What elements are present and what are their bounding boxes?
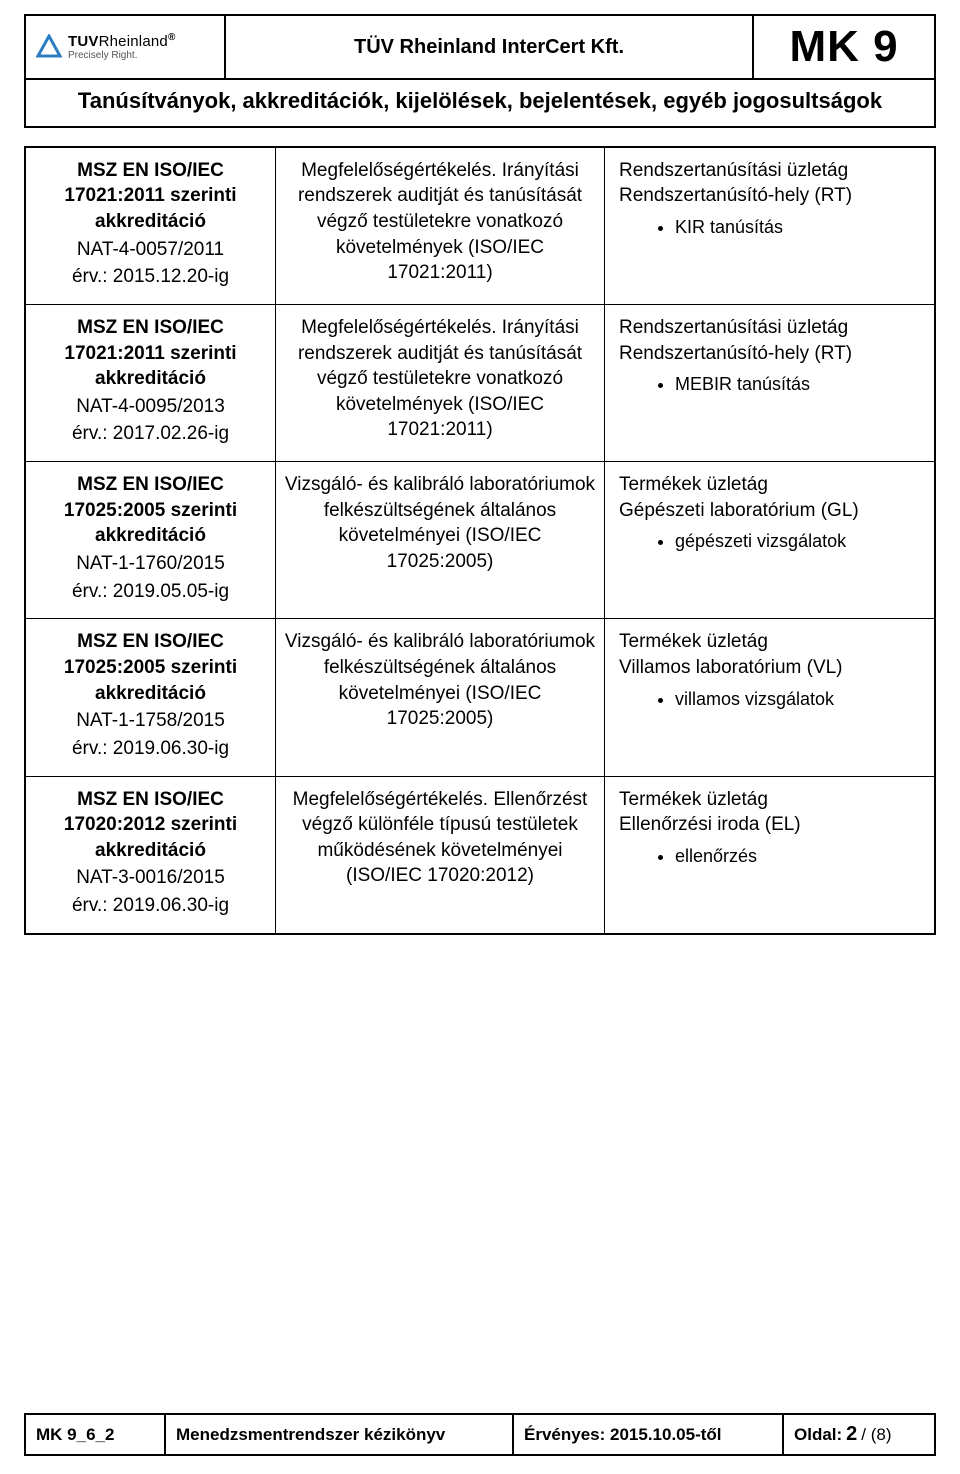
scope-bullet: KIR tanúsítás [675,215,926,239]
table-cell-left: MSZ EN ISO/IEC 17025:2005 szerinti akkredi… [26,619,276,776]
company-title: TÜV Rheinland InterCert Kft. [354,36,624,59]
scope-list: villamos vizsgálatok [619,687,926,711]
business-unit: Termékek üzletág [619,787,926,813]
scope-list: gépészeti vizsgálatok [619,529,926,553]
business-unit: Rendszertanúsítási üzletág [619,158,926,184]
accreditation-table: MSZ EN ISO/IEC 17021:2011 szerinti akkredi… [24,146,936,935]
footer-valid: Érvényes: 2015.10.05-től [514,1415,784,1454]
nat-code: NAT-1-1758/2015 [34,708,267,734]
page-current: 2 [846,1423,857,1446]
scope-list: ellenőrzés [619,844,926,868]
site: Rendszertanúsító-hely (RT) [619,341,926,367]
logo-tagline: Precisely Right. [68,51,176,61]
standard-line: MSZ EN ISO/IEC [77,160,224,181]
table-cell-left: MSZ EN ISO/IEC 17021:2011 szerinti akkredi… [26,148,276,305]
nat-code: NAT-4-0095/2013 [34,394,267,420]
table-cell-mid: Megfelelőségértékelés. Irányítási rendsz… [276,305,605,462]
page: TUVRheinland® Precisely Right. TÜV Rhein… [0,0,960,1474]
validity: érv.: 2019.06.30-ig [34,736,267,762]
table-cell-mid: Megfelelőségértékelés. Ellenőrzést végző… [276,777,605,933]
table-cell-right: Termékek üzletágGépészeti laboratórium (… [605,462,934,619]
site: Ellenőrzési iroda (EL) [619,812,926,838]
page-title: Tanúsítványok, akkreditációk, kijelölése… [24,80,936,128]
table-cell-right: Rendszertanúsítási üzletágRendszertanúsí… [605,305,934,462]
table-cell-mid: Vizsgáló- és kalibráló laboratóriumok fe… [276,619,605,776]
standard-line: 17025:2005 szerinti [64,500,237,521]
standard-line: akkreditáció [95,683,206,704]
table-cell-left: MSZ EN ISO/IEC 17025:2005 szerinti akkredi… [26,462,276,619]
site: Gépészeti laboratórium (GL) [619,498,926,524]
logo-cell: TUVRheinland® Precisely Right. [26,16,226,78]
logo-main: TUVRheinland® [68,33,176,49]
logo-text: TUVRheinland® Precisely Right. [68,33,176,61]
logo-rheinland: Rheinland [99,33,168,50]
standard-line: 17021:2011 szerinti [64,343,236,364]
standard-line: akkreditáció [95,368,206,389]
standard-line: MSZ EN ISO/IEC [77,789,224,810]
table-cell-right: Termékek üzletágEllenőrzési iroda (EL) el… [605,777,934,933]
business-unit: Termékek üzletág [619,472,926,498]
standard-line: 17020:2012 szerinti [64,814,237,835]
standard-line: akkreditáció [95,525,206,546]
site: Villamos laboratórium (VL) [619,655,926,681]
header-right: MK 9 [754,16,934,78]
scope-bullet: villamos vizsgálatok [675,687,926,711]
scope-bullet: ellenőrzés [675,844,926,868]
validity: érv.: 2019.05.05-ig [34,579,267,605]
footer-code: MK 9_6_2 [26,1415,166,1454]
table-cell-right: Termékek üzletágVillamos laboratórium (V… [605,619,934,776]
scope-bullet: MEBIR tanúsítás [675,372,926,396]
nat-code: NAT-1-1760/2015 [34,551,267,577]
standard-line: akkreditáció [95,211,206,232]
nat-code: NAT-3-0016/2015 [34,865,267,891]
page-total: / (8) [861,1425,891,1445]
standard-line: MSZ EN ISO/IEC [77,474,224,495]
validity: érv.: 2015.12.20-ig [34,264,267,290]
standard-line: 17025:2005 szerinti [64,657,237,678]
nat-code: NAT-4-0057/2011 [34,237,267,263]
business-unit: Termékek üzletág [619,629,926,655]
logo: TUVRheinland® Precisely Right. [36,33,176,61]
footer-page: Oldal: 2 / (8) [784,1415,934,1454]
header: TUVRheinland® Precisely Right. TÜV Rhein… [24,14,936,80]
tuv-triangle-icon [36,34,62,60]
validity: érv.: 2017.02.26-ig [34,421,267,447]
logo-tuv: TUV [68,33,99,50]
standard-line: MSZ EN ISO/IEC [77,317,224,338]
business-unit: Rendszertanúsítási üzletág [619,315,926,341]
footer: MK 9_6_2 Menedzsmentrendszer kézikönyv É… [24,1413,936,1456]
page-label: Oldal: [794,1425,842,1445]
table-cell-mid: Megfelelőségértékelés. Irányítási rendsz… [276,148,605,305]
header-center: TÜV Rheinland InterCert Kft. [226,16,754,78]
scope-list: KIR tanúsítás [619,215,926,239]
validity: érv.: 2019.06.30-ig [34,893,267,919]
table-cell-mid: Vizsgáló- és kalibráló laboratóriumok fe… [276,462,605,619]
table-cell-left: MSZ EN ISO/IEC 17021:2011 szerinti akkredi… [26,305,276,462]
footer-manual: Menedzsmentrendszer kézikönyv [166,1415,514,1454]
standard-line: 17021:2011 szerinti [64,185,236,206]
site: Rendszertanúsító-hely (RT) [619,183,926,209]
table-cell-right: Rendszertanúsítási üzletágRendszertanúsí… [605,148,934,305]
table-cell-left: MSZ EN ISO/IEC 17020:2012 szerinti akkredi… [26,777,276,933]
standard-line: MSZ EN ISO/IEC [77,631,224,652]
scope-list: MEBIR tanúsítás [619,372,926,396]
scope-bullet: gépészeti vizsgálatok [675,529,926,553]
doc-code: MK 9 [789,22,898,72]
standard-line: akkreditáció [95,840,206,861]
logo-reg: ® [168,32,176,43]
